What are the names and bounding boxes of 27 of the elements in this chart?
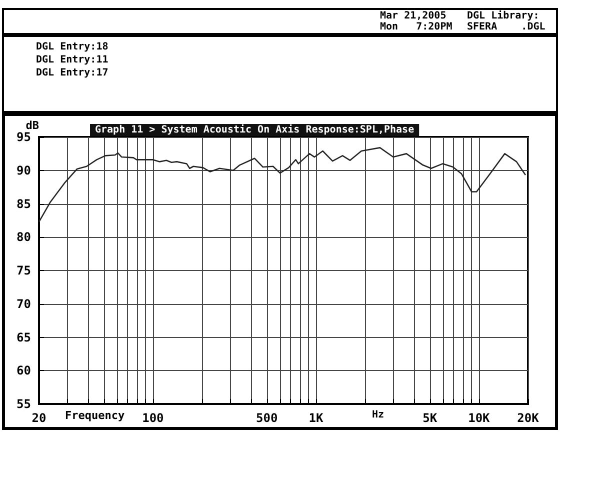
y-tick-label: 75 xyxy=(16,264,31,278)
y-axis-title: dB xyxy=(26,119,40,132)
text: SFERA .DGL xyxy=(467,22,546,32)
y-tick-label: 60 xyxy=(16,364,31,378)
y-tick-label: 65 xyxy=(16,330,31,344)
x-tick-label: 10K xyxy=(468,411,491,425)
x-tick-label: 1K xyxy=(308,411,324,425)
text: DGL Entry:17 xyxy=(36,68,108,78)
x-tick-label: 5K xyxy=(422,411,438,425)
y-tick-label: 80 xyxy=(16,230,31,244)
x-tick-label: 20 xyxy=(32,411,46,425)
text: Hz xyxy=(372,410,384,420)
text: DGL Library: xyxy=(467,10,540,22)
text: DGL Entry:18 xyxy=(36,42,108,52)
x-axis-title: Frequency xyxy=(65,409,125,422)
x-tick-label: 20K xyxy=(517,411,540,425)
text: Mon 7:20PM xyxy=(380,22,452,32)
y-tick-label: 85 xyxy=(16,196,31,211)
x-tick-label: 100 xyxy=(142,411,164,425)
y-tick-label: 70 xyxy=(16,296,31,311)
chart-title: Graph 11 > System Acoustic On Axis Response:SPL,Phase xyxy=(95,124,414,136)
x-tick-label: 500 xyxy=(256,411,278,425)
text: DGL Entry:11 xyxy=(36,54,108,66)
y-tick-label: 90 xyxy=(16,163,31,178)
text: Mar 21,2005 xyxy=(380,10,446,22)
y-tick-label: 95 xyxy=(16,130,31,144)
y-tick-label: 55 xyxy=(16,397,31,411)
